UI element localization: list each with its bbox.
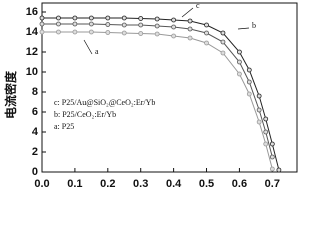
data-point [256,107,262,113]
x-tick-label: 0.1 [67,178,82,190]
y-tick-label: 10 [26,66,38,78]
data-point [154,16,160,22]
data-point [72,29,78,35]
data-point [204,30,209,36]
data-point [105,30,111,35]
data-point [56,29,61,35]
data-point [138,22,144,28]
x-tick-label: 0.6 [232,178,247,190]
data-point [187,18,193,24]
x-tick-label: 0.7 [265,178,280,190]
data-point [256,93,262,99]
data-point [56,21,61,27]
data-point [276,167,282,173]
data-point [171,17,177,23]
annotation-pointer [237,27,250,30]
x-tick-label: 0.3 [133,178,148,190]
data-point [105,15,111,21]
y-tick-label: 16 [26,6,38,18]
y-tick-label: 12 [26,46,38,58]
data-point [88,21,94,27]
data-point [220,39,226,45]
data-point [269,154,275,160]
curve-label: c [196,1,200,10]
legend-entry: a: P25 [54,122,74,131]
data-point [220,30,226,36]
data-point [88,15,94,21]
plot-frame [41,2,298,173]
y-tick-label: 14 [26,26,39,38]
data-point [204,22,209,28]
data-point [39,21,45,27]
data-point [72,21,78,27]
chart: 电流密度 0 2 4 6 8 10 12 14 16 0.0 0.1 0.2 0.3 0.4 0.5 0.6 0… [3,1,298,190]
data-point [138,16,144,21]
data-point [204,40,209,46]
y-tick-label: 8 [32,86,38,98]
curve-label: b [252,21,256,30]
data-point [237,49,242,55]
series-line [42,17,280,171]
data-point [39,29,45,35]
data-point [72,15,78,21]
x-tick-label: 0.0 [34,178,49,190]
data-point [121,30,127,36]
curve-label: a [95,47,99,56]
annotation-pointer [181,7,194,18]
data-point [269,166,275,172]
data-point [105,22,111,27]
y-tick-label: 6 [32,106,38,118]
data-point [246,79,252,85]
legend-entry: c: P25/Au@SiO₂@CeO₂:Er/Yb [54,98,155,107]
data-point [121,22,127,28]
data-point [237,71,242,77]
legend-entry: b: P25/CeO₂:Er/Yb [54,110,116,119]
y-axis-label: 电流密度 [3,70,18,119]
y-tick-label: 4 [32,126,39,138]
series-line [42,23,273,158]
data-point [246,91,252,97]
data-point [237,59,242,65]
data-point [138,31,144,36]
y-tick-label: 2 [32,146,38,158]
data-point [269,141,275,147]
data-point [187,26,193,32]
data-point [187,35,193,41]
x-tick-label: 0.4 [166,178,182,190]
data-point [263,141,269,147]
y-tick-label: 0 [32,166,38,178]
data-point [154,23,160,29]
x-tick-label: 0.2 [100,178,115,190]
annotation-pointer [83,39,93,55]
data-point [220,50,226,56]
data-point [246,67,252,73]
data-point [171,24,177,30]
data-point [263,129,269,135]
data-point [121,15,127,21]
data-point [256,119,262,125]
x-tick-label: 0.5 [199,178,214,190]
data-point [39,15,45,21]
data-point [56,15,61,21]
data-point [263,116,269,122]
data-point [171,33,177,39]
data-point [88,29,94,35]
data-point [154,31,160,37]
